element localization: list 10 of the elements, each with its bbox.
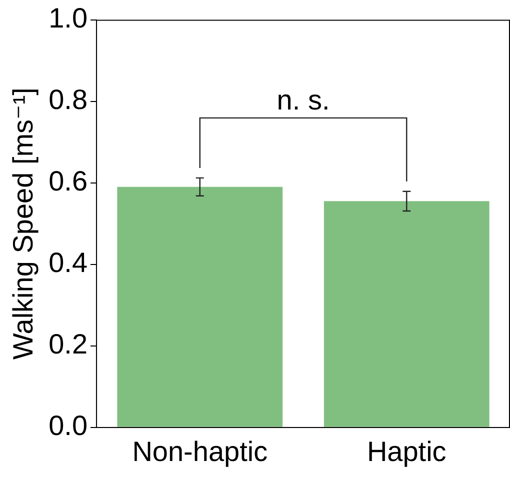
y-axis-title: Walking Speed [ms⁻¹] bbox=[8, 88, 39, 360]
y-tick-label: 0.0 bbox=[48, 410, 88, 442]
y-tick-label: 0.2 bbox=[48, 328, 88, 360]
annotation: n. s. bbox=[276, 84, 330, 116]
y-tick-label: 0.6 bbox=[48, 166, 88, 197]
y-tick-label: 0.8 bbox=[48, 84, 88, 116]
y-tick-label: 0.4 bbox=[48, 247, 88, 278]
x-tick-label: Non-haptic bbox=[132, 436, 268, 467]
y-tick-label: 1.0 bbox=[48, 2, 88, 34]
x-tick-label: Haptic bbox=[366, 436, 446, 467]
